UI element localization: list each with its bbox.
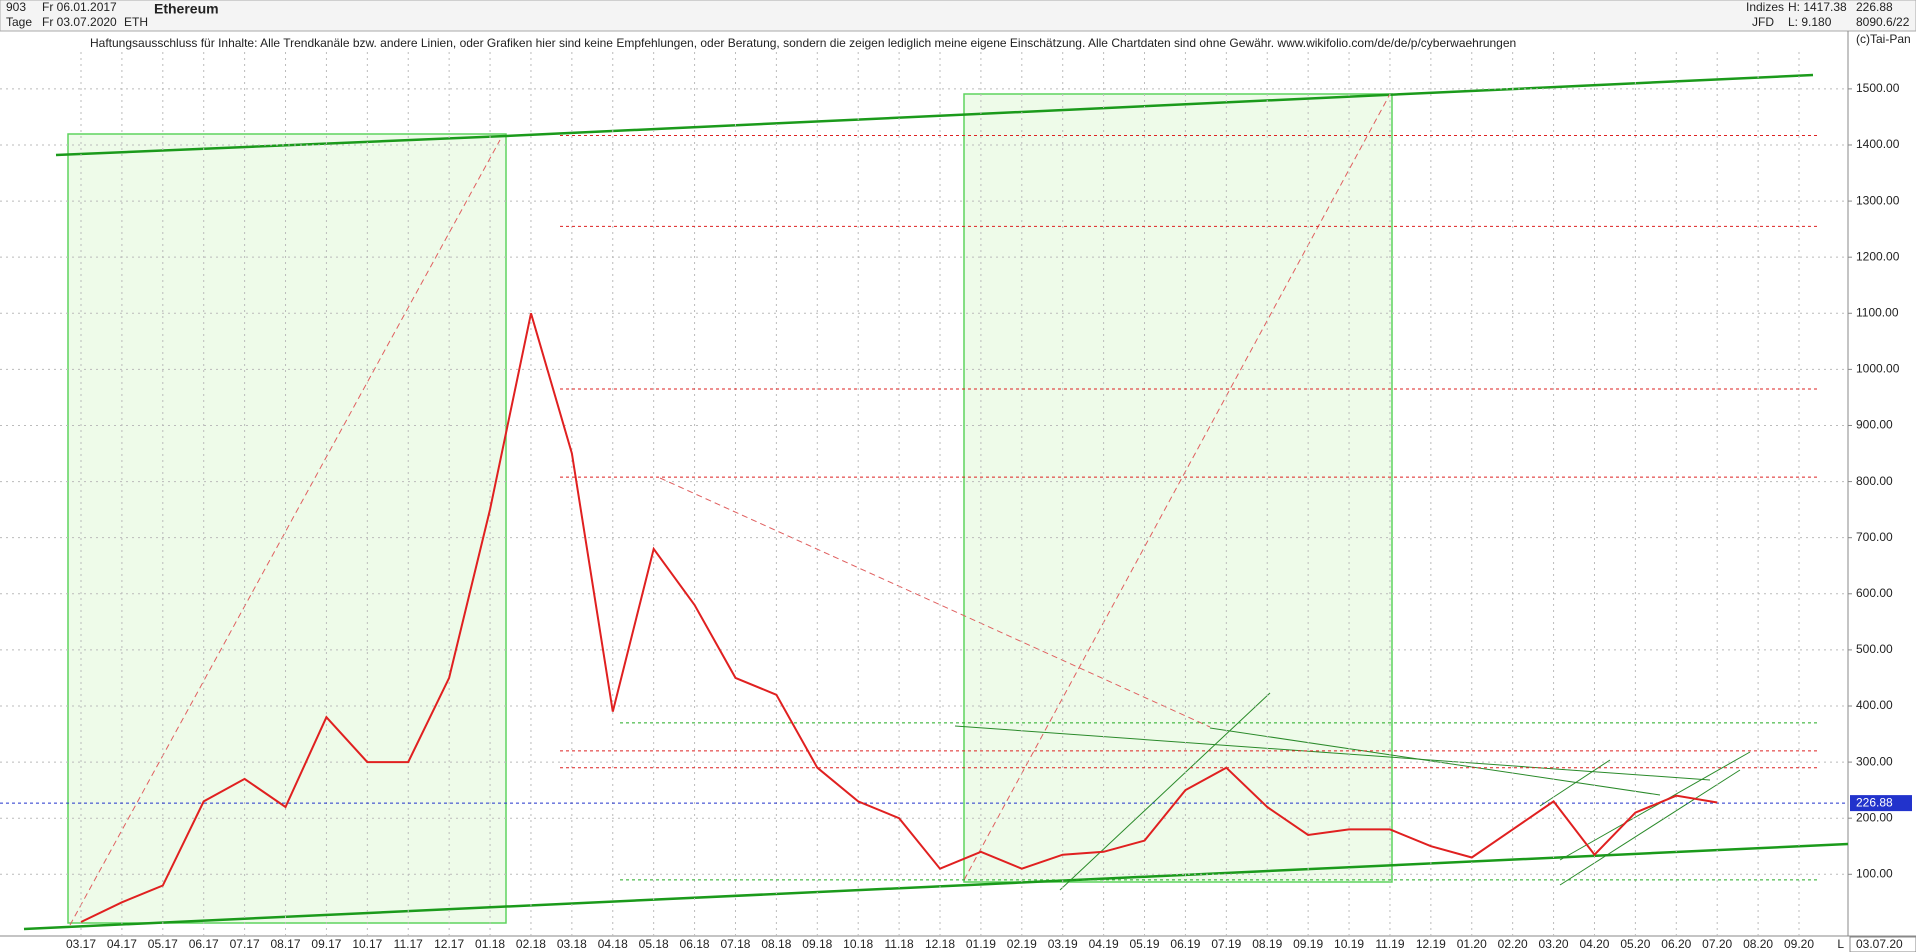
last-price-label: 226.88 [1856, 795, 1893, 809]
x-tick-label: 06.20 [1661, 937, 1691, 951]
x-tick-label: 03.20 [1539, 937, 1569, 951]
start-date: Fr 06.01.2017 [42, 0, 117, 14]
y-tick-label: 600.00 [1856, 586, 1893, 600]
x-tick-label: 05.18 [639, 937, 669, 951]
id: 8090.6/22 [1856, 15, 1910, 29]
x-tick-label: 06.18 [680, 937, 710, 951]
x-tick-label: 11.19 [1375, 937, 1404, 951]
x-tick-label: 07.18 [720, 937, 750, 951]
x-tick-label: 11.18 [885, 937, 914, 951]
x-tick-label: 03.17 [66, 937, 96, 951]
x-tick-label: 10.17 [352, 937, 382, 951]
x-tick-label: 01.20 [1457, 937, 1487, 951]
x-tick-label: 06.19 [1170, 937, 1200, 951]
x-end-label: L [1837, 937, 1844, 951]
high: H: 1417.38 [1788, 0, 1847, 14]
date-label: 03.07.20 [1856, 937, 1903, 951]
x-tick-label: 12.17 [434, 937, 464, 951]
x-tick-label: 02.20 [1498, 937, 1528, 951]
x-tick-label: 05.20 [1620, 937, 1650, 951]
x-tick-label: 11.17 [394, 937, 423, 951]
x-tick-label: 10.18 [843, 937, 873, 951]
title: Ethereum [154, 1, 219, 17]
x-tick-label: 01.19 [966, 937, 996, 951]
price-line [80, 313, 1718, 923]
y-tick-label: 900.00 [1856, 418, 1893, 432]
x-tick-label: 01.18 [475, 937, 505, 951]
x-tick-label: 09.19 [1293, 937, 1323, 951]
x-tick-label: 07.19 [1211, 937, 1241, 951]
projection-lines [69, 93, 1391, 926]
low: L: 9.180 [1788, 15, 1832, 29]
x-tick-label: 02.19 [1007, 937, 1037, 951]
y-tick-label: 1200.00 [1856, 249, 1900, 263]
y-tick-label: 800.00 [1856, 474, 1893, 488]
last: 226.88 [1856, 0, 1893, 14]
x-tick-label: 09.18 [802, 937, 832, 951]
y-tick-label: 200.00 [1856, 810, 1893, 824]
x-tick-label: 06.17 [189, 937, 219, 951]
range-box [963, 93, 1393, 883]
x-tick-label: 07.17 [230, 937, 260, 951]
y-tick-label: 1100.00 [1856, 305, 1899, 319]
y-tick-label: 100.00 [1856, 866, 1893, 880]
count: 903 [6, 0, 26, 14]
y-tick-label: 1300.00 [1856, 193, 1900, 207]
trendlines [23, 73, 1849, 931]
x-tick-label: 08.20 [1743, 937, 1773, 951]
x-tick-label: 08.19 [1252, 937, 1282, 951]
x-tick-label: 05.19 [1130, 937, 1160, 951]
broker: JFD [1752, 15, 1774, 29]
symbol: ETH [124, 15, 148, 29]
last-price-box [1850, 795, 1912, 812]
header-bar [0, 0, 1916, 32]
x-tick-label: 04.17 [107, 937, 137, 951]
y-tick-label: 1400.00 [1856, 137, 1900, 151]
x-tick-label: 05.17 [148, 937, 178, 951]
y-tick-label: 500.00 [1856, 642, 1893, 656]
x-tick-label: 09.20 [1784, 937, 1814, 951]
channel-lines [954, 692, 1751, 891]
end-date: Fr 03.07.2020 [42, 15, 117, 29]
x-tick-label: 08.18 [761, 937, 791, 951]
y-tick-label: 1000.00 [1856, 362, 1900, 376]
y-tick-label: 400.00 [1856, 698, 1893, 712]
copyright: (c)Tai-Pan [1856, 32, 1911, 46]
category: Indizes [1746, 0, 1784, 14]
y-tick-label: 1500.00 [1856, 81, 1900, 95]
x-tick-label: 02.18 [516, 937, 546, 951]
date-box [1849, 936, 1916, 952]
x-tick-label: 08.17 [271, 937, 301, 951]
x-tick-label: 12.19 [1416, 937, 1446, 951]
x-tick-label: 12.18 [925, 937, 955, 951]
x-tick-label: 03.19 [1048, 937, 1078, 951]
disclaimer: Haftungsausschluss für Inhalte: Alle Tre… [90, 36, 1516, 50]
period: Tage [6, 15, 32, 29]
x-tick-label: 10.19 [1334, 937, 1364, 951]
x-tick-label: 04.18 [598, 937, 628, 951]
x-tick-label: 09.17 [311, 937, 341, 951]
x-tick-label: 04.19 [1089, 937, 1119, 951]
x-tick-label: 04.20 [1579, 937, 1609, 951]
x-tick-label: 03.18 [557, 937, 587, 951]
x-tick-label: 07.20 [1702, 937, 1732, 951]
y-tick-label: 700.00 [1856, 530, 1893, 544]
y-tick-label: 300.00 [1856, 754, 1893, 768]
